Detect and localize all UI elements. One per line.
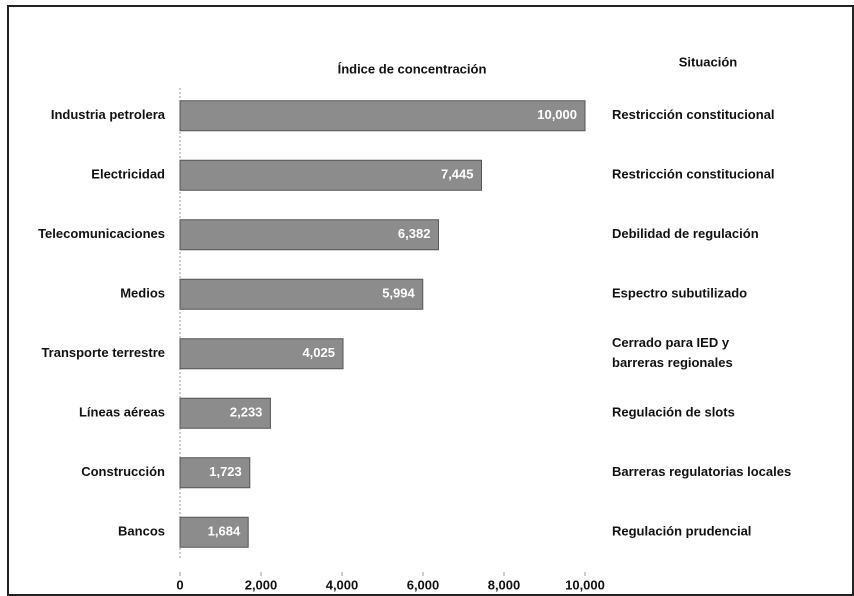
value-label: 4,025 bbox=[302, 345, 335, 360]
value-label: 7,445 bbox=[441, 167, 474, 182]
frame bbox=[7, 5, 854, 596]
bar bbox=[179, 100, 586, 132]
bar bbox=[179, 457, 251, 489]
y-tick-label: Transporte terrestre bbox=[41, 345, 165, 360]
situation-label: Barreras regulatorias locales bbox=[612, 464, 791, 479]
value-label: 6,382 bbox=[398, 226, 431, 241]
situation-label: Espectro subutilizado bbox=[612, 286, 747, 301]
y-tick-label: Industria petrolera bbox=[51, 107, 166, 122]
situation-label: barreras regionales bbox=[612, 355, 733, 370]
x-tick-label: 8,000 bbox=[488, 577, 521, 592]
value-label: 10,000 bbox=[537, 107, 577, 122]
situation-label: Cerrado para IED y bbox=[612, 335, 730, 350]
x-tick-label: 2,000 bbox=[245, 577, 278, 592]
x-tick-label: 10,000 bbox=[565, 577, 605, 592]
bar bbox=[179, 219, 439, 251]
x-tick-label: 0 bbox=[176, 577, 183, 592]
situation-label: Restricción constitucional bbox=[612, 167, 775, 182]
y-tick-label: Medios bbox=[120, 286, 165, 301]
situation-label: Debilidad de regulación bbox=[612, 226, 759, 241]
situation-label: Restricción constitucional bbox=[612, 107, 775, 122]
y-tick-label: Líneas aéreas bbox=[79, 405, 165, 420]
value-label: 5,994 bbox=[382, 286, 415, 301]
situation-label: Regulación prudencial bbox=[612, 524, 751, 539]
bar bbox=[179, 278, 424, 310]
y-tick-label: Bancos bbox=[118, 524, 165, 539]
bar bbox=[179, 338, 344, 370]
bar bbox=[179, 516, 249, 548]
y-tick-label: Construcción bbox=[81, 464, 165, 479]
bar bbox=[179, 397, 271, 429]
bar bbox=[179, 159, 483, 191]
situation-label: Regulación de slots bbox=[612, 405, 735, 420]
y-tick-label: Telecomunicaciones bbox=[38, 226, 165, 241]
side-header: Situación bbox=[679, 54, 738, 69]
chart-title: Índice de concentración bbox=[338, 61, 487, 76]
value-label: 1,723 bbox=[209, 464, 242, 479]
x-tick-label: 4,000 bbox=[326, 577, 359, 592]
x-tick-label: 6,000 bbox=[407, 577, 440, 592]
value-label: 1,684 bbox=[208, 524, 241, 539]
y-tick-label: Electricidad bbox=[91, 167, 165, 182]
value-label: 2,233 bbox=[230, 405, 263, 420]
